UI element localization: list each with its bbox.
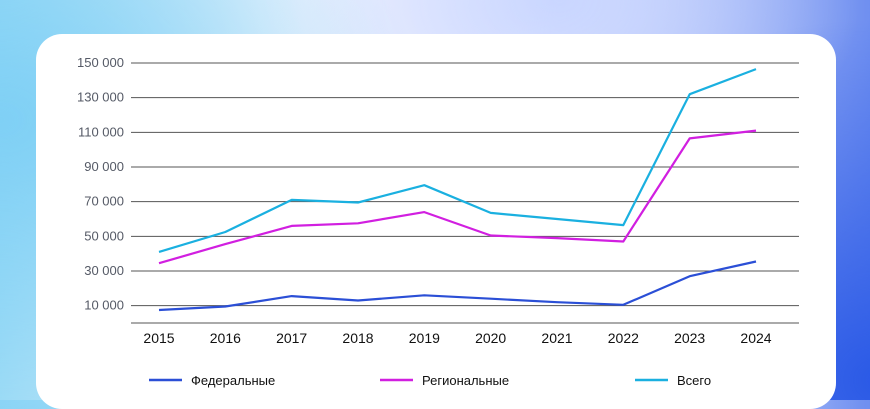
legend-label-federal: Федеральные xyxy=(191,373,275,388)
x-tick-label: 2022 xyxy=(608,330,639,346)
x-tick-label: 2021 xyxy=(541,330,572,346)
x-axis-ticks: 2015 2016 2017 2018 2019 2020 2021 2022 2023 2024 xyxy=(143,330,771,346)
x-tick-label: 2017 xyxy=(276,330,307,346)
legend: Федеральные Региональные Всего xyxy=(149,373,711,388)
chart-card: 10 000 30 000 50 000 70 000 90 000 110 000 130… xyxy=(36,34,836,409)
x-tick-label: 2020 xyxy=(475,330,506,346)
series-line-regional xyxy=(158,129,757,265)
series-line-federal xyxy=(158,260,757,312)
line-chart: 10 000 30 000 50 000 70 000 90 000 110 000 130… xyxy=(77,55,799,388)
y-tick-label: 10 000 xyxy=(84,298,124,313)
x-tick-label: 2024 xyxy=(740,330,771,346)
x-tick-label: 2018 xyxy=(342,330,373,346)
x-tick-label: 2015 xyxy=(143,330,174,346)
x-tick-label: 2019 xyxy=(409,330,440,346)
y-tick-label: 150 000 xyxy=(77,55,124,70)
x-tick-label: 2016 xyxy=(210,330,241,346)
series-line-total xyxy=(158,68,757,253)
y-tick-label: 70 000 xyxy=(84,194,124,209)
legend-label-total: Всего xyxy=(677,373,711,388)
y-tick-label: 130 000 xyxy=(77,90,124,105)
x-tick-label: 2023 xyxy=(674,330,705,346)
series-lines xyxy=(158,68,757,312)
y-tick-label: 50 000 xyxy=(84,228,124,243)
y-tick-label: 90 000 xyxy=(84,159,124,174)
y-tick-label: 110 000 xyxy=(78,124,124,139)
y-tick-label: 30 000 xyxy=(84,263,124,278)
gridlines xyxy=(131,62,799,324)
y-axis-ticks: 10 000 30 000 50 000 70 000 90 000 110 000 130… xyxy=(77,55,124,313)
legend-label-regional: Региональные xyxy=(422,373,509,388)
